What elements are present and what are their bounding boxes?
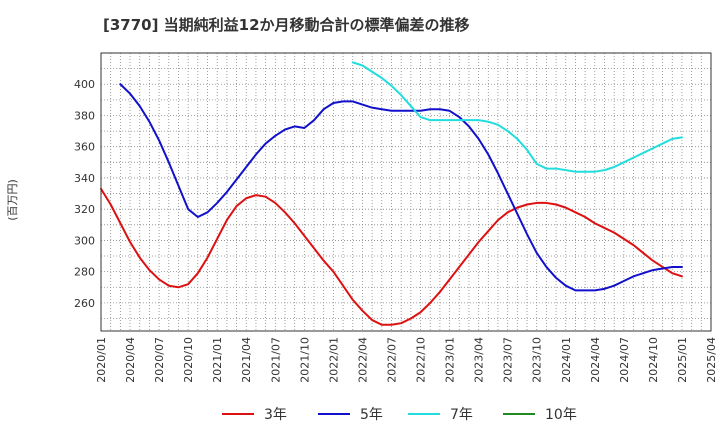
- x-tick-label: 2024/04: [589, 337, 602, 383]
- x-tick-labels: 2020/01 2020/04 2020/07 2020/10 2021/01 2021/…: [95, 337, 718, 383]
- plot-frame: [100, 52, 712, 332]
- series-lines: [100, 61, 683, 326]
- y-tick-label: 280: [74, 266, 95, 279]
- x-tick-label: 2021/07: [269, 337, 282, 383]
- series-line-3: [351, 61, 683, 173]
- x-tick-label: 2023/01: [444, 337, 457, 383]
- x-tick-label: 2022/01: [327, 337, 340, 383]
- x-tick-label: 2023/07: [502, 337, 515, 383]
- x-tick-label: 2022/07: [385, 337, 398, 383]
- y-tick-label: 320: [74, 203, 95, 216]
- legend-item-4: 10年: [503, 407, 577, 423]
- y-tick-labels: 260 280 300 320 340 360 380 400: [74, 78, 95, 310]
- y-axis-label: (百万円): [6, 179, 19, 221]
- legend-item-2: 5年: [318, 407, 383, 423]
- series-line-2: [119, 83, 683, 292]
- x-tick-label: 2024/10: [647, 337, 660, 383]
- x-tick-label: 2025/01: [676, 337, 689, 383]
- legend-label: 3年: [264, 407, 287, 423]
- x-tick-label: 2023/04: [473, 337, 486, 383]
- legend: 3年 5年 7年 10年: [222, 407, 577, 423]
- x-tick-label: 2020/07: [153, 337, 166, 383]
- y-tick-label: 360: [74, 141, 95, 154]
- legend-item-1: 3年: [222, 407, 287, 423]
- grid: [101, 53, 711, 331]
- x-tick-label: 2021/01: [211, 337, 224, 383]
- x-tick-label: 2021/04: [240, 337, 253, 383]
- x-tick-label: 2025/04: [705, 337, 718, 383]
- x-tick-label: 2021/10: [298, 337, 311, 383]
- y-tick-label: 260: [74, 297, 95, 310]
- legend-label: 5年: [360, 407, 383, 423]
- y-tick-label: 400: [74, 78, 95, 91]
- y-tick-label: 300: [74, 234, 95, 247]
- x-tick-label: 2020/10: [182, 337, 195, 383]
- chart-title: [3770] 当期純利益12か月移動合計の標準偏差の推移: [103, 16, 470, 34]
- series-line-1: [100, 187, 683, 326]
- x-tick-label: 2020/04: [124, 337, 137, 383]
- x-tick-label: 2022/04: [356, 337, 369, 383]
- legend-label: 7年: [450, 407, 473, 423]
- y-tick-label: 340: [74, 172, 95, 185]
- x-tick-label: 2024/07: [618, 337, 631, 383]
- x-tick-label: 2020/01: [95, 337, 108, 383]
- x-tick-label: 2024/01: [560, 337, 573, 383]
- x-tick-label: 2023/10: [531, 337, 544, 383]
- x-tick-label: 2022/10: [415, 337, 428, 383]
- legend-label: 10年: [545, 407, 577, 423]
- legend-item-3: 7年: [408, 407, 473, 423]
- y-tick-label: 380: [74, 109, 95, 122]
